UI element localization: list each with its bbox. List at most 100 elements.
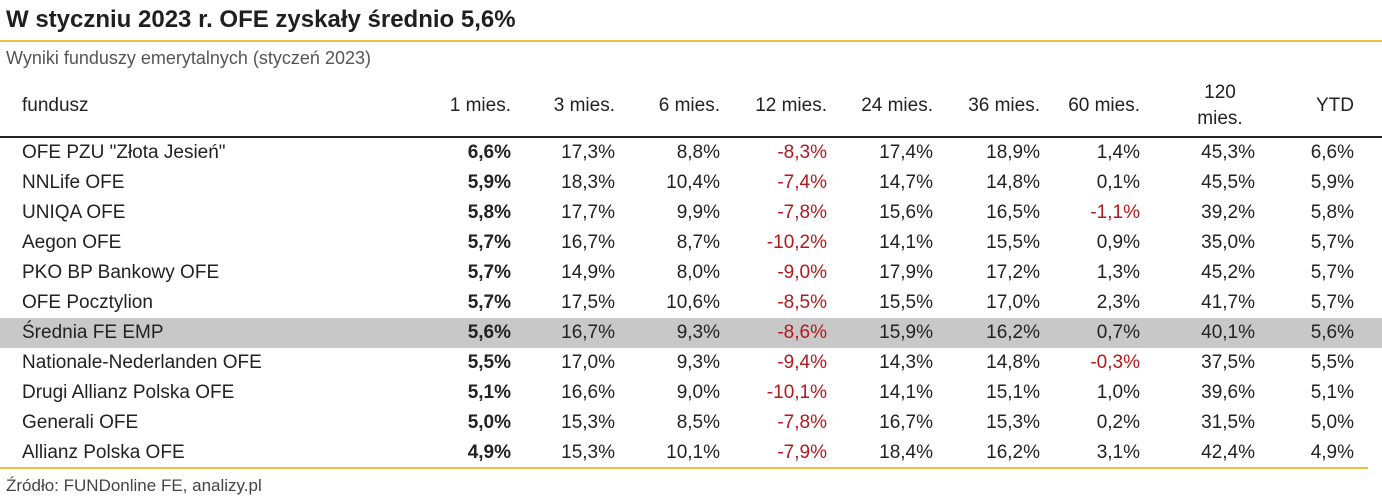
return-cell-12m: -7,9% (777, 442, 827, 463)
return-cell-6m: 10,4% (666, 172, 720, 193)
return-cell-3m: 16,7% (561, 322, 615, 343)
return-cell-24m: 15,5% (879, 292, 933, 313)
return-cell-36m: 15,1% (986, 382, 1040, 403)
return-cell-ytd: 5,6% (1310, 322, 1354, 343)
chart-subtitle: Wyniki funduszy emerytalnych (styczeń 20… (6, 48, 371, 68)
fund-name-cell: NNLife OFE (22, 172, 125, 193)
returns-table: fundusz 1 mies. 3 mies. 6 mies. 12 mies. 24 m… (0, 76, 1382, 468)
return-cell-36m: 18,9% (986, 142, 1040, 163)
return-cell-1m: 5,6% (467, 322, 511, 343)
fund-name-cell: OFE Pocztylion (22, 292, 153, 313)
return-cell-60m: -1,1% (1090, 202, 1140, 223)
return-cell-1m: 5,7% (467, 262, 511, 283)
return-cell-6m: 8,5% (676, 412, 720, 433)
return-cell-60m: 1,0% (1096, 382, 1140, 403)
return-cell-6m: 8,8% (676, 142, 720, 163)
return-cell-3m: 17,5% (561, 292, 615, 313)
return-cell-12m: -8,6% (777, 322, 827, 343)
table-row: Nationale-Nederlanden OFE 5,5% 17,0% 9,3% -9… (0, 348, 1382, 378)
fund-name-cell: Średnia FE EMP (22, 322, 164, 343)
return-cell-3m: 17,0% (561, 352, 615, 373)
return-cell-36m: 14,8% (986, 172, 1040, 193)
return-cell-1m: 6,6% (467, 142, 511, 163)
header-fund: fundusz (22, 95, 89, 116)
return-cell-24m: 14,1% (879, 382, 933, 403)
return-cell-24m: 14,1% (879, 232, 933, 253)
return-cell-60m: 0,9% (1096, 232, 1140, 253)
return-cell-24m: 14,7% (879, 172, 933, 193)
return-cell-ytd: 5,9% (1310, 172, 1354, 193)
return-cell-24m: 17,4% (879, 142, 933, 163)
chart-title: W styczniu 2023 r. OFE zyskały średnio 5… (6, 6, 516, 33)
return-cell-6m: 10,6% (666, 292, 720, 313)
return-cell-60m: 2,3% (1096, 292, 1140, 313)
return-cell-12m: -9,4% (777, 352, 827, 373)
fund-name-cell: Nationale-Nederlanden OFE (22, 352, 262, 373)
header-120m: 120 mies. (1197, 82, 1243, 129)
return-cell-3m: 16,6% (561, 382, 615, 403)
return-cell-6m: 10,1% (666, 442, 720, 463)
table-row: NNLife OFE 5,9% 18,3% 10,4% -7,4% 14,7% 14,8% 0… (0, 168, 1382, 198)
return-cell-12m: -10,2% (766, 232, 827, 253)
return-cell-3m: 14,9% (561, 262, 615, 283)
return-cell-ytd: 5,0% (1310, 412, 1354, 433)
return-cell-ytd: 5,1% (1310, 382, 1354, 403)
table-row: PKO BP Bankowy OFE 5,7% 14,9% 8,0% -9,0% 17,9… (0, 258, 1382, 288)
return-cell-120m: 45,3% (1201, 142, 1255, 163)
header-36m: 36 mies. (968, 95, 1040, 116)
table-row: Drugi Allianz Polska OFE 5,1% 16,6% 9,0% -10… (0, 378, 1382, 408)
fund-name-cell: Drugi Allianz Polska OFE (22, 382, 235, 403)
return-cell-6m: 8,0% (676, 262, 720, 283)
header-3m: 3 mies. (553, 95, 615, 116)
return-cell-1m: 4,9% (467, 442, 511, 463)
fund-name-cell: Aegon OFE (22, 232, 122, 253)
fund-name-cell: UNIQA OFE (22, 202, 126, 223)
return-cell-ytd: 6,6% (1310, 142, 1354, 163)
return-cell-6m: 9,3% (676, 322, 720, 343)
header-60m: 60 mies. (1068, 95, 1140, 116)
return-cell-6m: 9,0% (676, 382, 720, 403)
table-header-row: fundusz 1 mies. 3 mies. 6 mies. 12 mies. 24 m… (0, 76, 1382, 138)
return-cell-60m: 0,2% (1096, 412, 1140, 433)
return-cell-36m: 15,3% (986, 412, 1040, 433)
return-cell-1m: 5,7% (467, 232, 511, 253)
return-cell-3m: 17,3% (561, 142, 615, 163)
return-cell-60m: 1,3% (1096, 262, 1140, 283)
return-cell-24m: 16,7% (879, 412, 933, 433)
table-row: Generali OFE 5,0% 15,3% 8,5% -7,8% 16,7% 15,3%… (0, 408, 1382, 438)
return-cell-ytd: 5,7% (1310, 232, 1354, 253)
return-cell-12m: -7,8% (777, 412, 827, 433)
header-1m: 1 mies. (449, 95, 511, 116)
return-cell-120m: 41,7% (1201, 292, 1255, 313)
return-cell-60m: 3,1% (1096, 442, 1140, 463)
return-cell-ytd: 5,8% (1310, 202, 1354, 223)
return-cell-36m: 14,8% (986, 352, 1040, 373)
return-cell-60m: 0,1% (1096, 172, 1140, 193)
fund-name-cell: Generali OFE (22, 412, 139, 433)
return-cell-36m: 17,2% (986, 262, 1040, 283)
return-cell-24m: 17,9% (879, 262, 933, 283)
return-cell-1m: 5,5% (467, 352, 511, 373)
return-cell-ytd: 5,7% (1310, 262, 1354, 283)
table-row: OFE Pocztylion 5,7% 17,5% 10,6% -8,5% 15,5% 17… (0, 288, 1382, 318)
return-cell-120m: 45,2% (1201, 262, 1255, 283)
return-cell-3m: 18,3% (561, 172, 615, 193)
return-cell-3m: 17,7% (561, 202, 615, 223)
return-cell-1m: 5,9% (467, 172, 511, 193)
return-cell-12m: -8,3% (777, 142, 827, 163)
table-row: Allianz Polska OFE 4,9% 15,3% 10,1% -7,9% 18,… (0, 438, 1382, 468)
title-divider (0, 40, 1382, 42)
return-cell-24m: 18,4% (879, 442, 933, 463)
return-cell-120m: 42,4% (1201, 442, 1255, 463)
return-cell-120m: 39,2% (1201, 202, 1255, 223)
table-bottom-divider (0, 467, 1368, 469)
return-cell-12m: -7,4% (777, 172, 827, 193)
return-cell-36m: 17,0% (986, 292, 1040, 313)
return-cell-1m: 5,7% (467, 292, 511, 313)
return-cell-24m: 15,9% (879, 322, 933, 343)
fund-name-cell: PKO BP Bankowy OFE (22, 262, 220, 283)
return-cell-6m: 9,9% (676, 202, 720, 223)
table-row: Aegon OFE 5,7% 16,7% 8,7% -10,2% 14,1% 15,5% 0,… (0, 228, 1382, 258)
return-cell-ytd: 5,5% (1310, 352, 1354, 373)
return-cell-120m: 40,1% (1201, 322, 1255, 343)
